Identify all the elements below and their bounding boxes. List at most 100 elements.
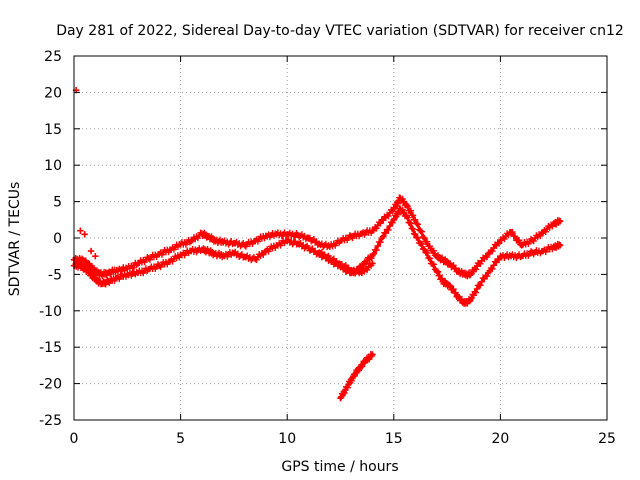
y-tick-label: 20: [44, 85, 62, 101]
data-point: [515, 237, 523, 244]
data-point: [511, 233, 519, 240]
data-point: [341, 389, 348, 397]
y-tick-label: -5: [48, 267, 62, 283]
data-point: [489, 248, 496, 255]
data-point: [409, 225, 417, 233]
data-point: [556, 218, 564, 225]
data-point: [542, 228, 549, 235]
data-point: [385, 226, 392, 234]
data-point: [418, 240, 425, 248]
data-point: [495, 240, 503, 247]
data-point: [379, 233, 387, 240]
data-point: [390, 216, 397, 223]
data-point: [377, 220, 384, 227]
data-point: [430, 261, 437, 268]
data-point: [374, 242, 382, 250]
data-point: [472, 266, 480, 273]
data-point: [434, 268, 442, 275]
y-tick-label: 0: [53, 231, 62, 247]
data-point: [430, 247, 437, 255]
data-point: [421, 234, 428, 242]
data-point: [423, 249, 431, 257]
data-point: [377, 238, 384, 246]
y-axis-label: SDTVAR / TECUs: [7, 182, 23, 297]
data-point: [81, 231, 88, 238]
ticks: 0 5 10 15 20 25 -25 -20 -15 -10 -5 0 5 10 15 20 25: [39, 49, 616, 447]
data-point: [351, 372, 359, 380]
data-point: [477, 282, 484, 289]
y-tick-label: 5: [53, 195, 62, 211]
y-tick-label: 25: [44, 49, 62, 65]
data-point: [344, 384, 351, 391]
data-point: [483, 272, 491, 280]
series-3: [337, 350, 376, 402]
data-point: [423, 238, 431, 245]
grid: [74, 56, 607, 420]
data-point: [382, 230, 390, 237]
data-point: [407, 207, 415, 214]
x-tick-label: 15: [385, 431, 403, 447]
data-point: [447, 282, 454, 290]
y-tick-label: -20: [39, 377, 62, 393]
y-tick-label: -10: [39, 304, 62, 320]
data-point: [414, 234, 421, 242]
data-point: [373, 246, 380, 254]
data-point: [370, 250, 378, 258]
data-point: [411, 216, 419, 223]
data-point: [369, 351, 376, 358]
data-point: [403, 212, 410, 220]
chart-title: Day 281 of 2022, Sidereal Day-to-day VTE…: [56, 23, 624, 39]
data-point: [404, 214, 411, 221]
data-point: [348, 377, 355, 384]
data-point: [404, 202, 411, 210]
data-point: [436, 272, 443, 279]
data-point: [373, 225, 380, 232]
data-point: [390, 205, 397, 213]
data-point: [556, 242, 564, 249]
data-point: [337, 394, 344, 402]
data-point: [419, 233, 427, 241]
data-point: [421, 246, 428, 253]
data-point: [418, 228, 425, 235]
data-point: [411, 231, 419, 238]
data-point: [369, 260, 376, 267]
series-2: [315, 249, 376, 277]
data-point: [389, 219, 396, 226]
data-point: [426, 255, 433, 262]
data-point: [509, 228, 516, 236]
data-point: [473, 285, 481, 293]
data-point: [413, 220, 420, 227]
data-point: [87, 247, 95, 255]
data-point: [472, 289, 480, 296]
x-tick-label: 25: [598, 431, 616, 447]
data-point: [407, 220, 415, 227]
data-point: [477, 260, 484, 268]
data-point: [489, 265, 496, 273]
y-tick-label: 10: [44, 158, 62, 174]
data-point: [92, 253, 99, 260]
data-point: [450, 285, 457, 293]
data-point: [363, 266, 371, 274]
x-tick-label: 5: [176, 431, 185, 447]
data-point: [414, 221, 421, 228]
data-point: [403, 202, 410, 209]
data-point: [385, 212, 392, 220]
y-tick-label: 15: [44, 122, 62, 138]
data-point: [417, 227, 424, 234]
data-point: [467, 271, 474, 278]
data-point: [452, 289, 459, 296]
data-point: [386, 222, 394, 230]
x-tick-label: 0: [70, 431, 79, 447]
series-1: [70, 205, 564, 307]
data-point: [409, 212, 417, 219]
data-layer: [70, 87, 564, 402]
data-point: [483, 253, 491, 261]
x-axis-label: GPS time / hours: [281, 459, 398, 475]
x-tick-label: 10: [278, 431, 296, 447]
y-tick-label: -25: [39, 413, 62, 429]
series-0: [70, 194, 564, 280]
data-point: [426, 243, 433, 250]
x-tick-label: 20: [491, 431, 509, 447]
data-point: [77, 227, 84, 234]
